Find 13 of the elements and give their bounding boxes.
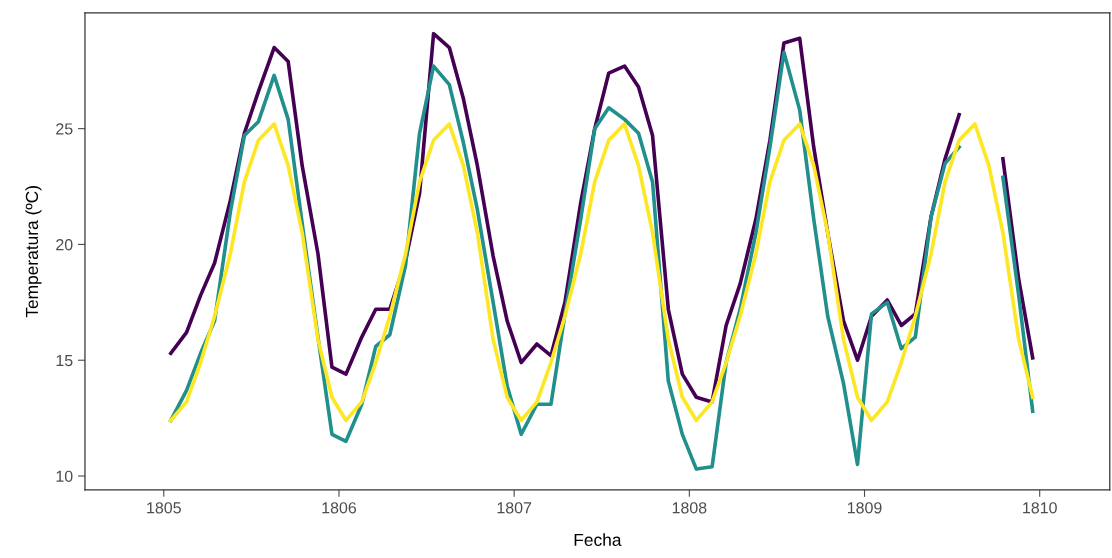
y-tick-label: 20 <box>56 239 73 251</box>
y-tick-label: 10 <box>56 470 73 482</box>
x-tick-label: 1810 <box>1023 502 1057 514</box>
y-axis-title: Temperatura (ºC) <box>25 186 42 318</box>
x-tick-label: 1808 <box>672 502 707 514</box>
y-tick-label: 15 <box>56 355 73 367</box>
x-axis-title: Fecha <box>574 533 622 547</box>
y-tick-label: 25 <box>56 123 73 135</box>
x-tick-label: 1807 <box>497 502 532 514</box>
line-series <box>168 122 1035 423</box>
x-tick-label: 1809 <box>847 502 882 514</box>
x-tick-label: 1805 <box>147 502 181 514</box>
x-tick-label: 1806 <box>322 502 357 514</box>
